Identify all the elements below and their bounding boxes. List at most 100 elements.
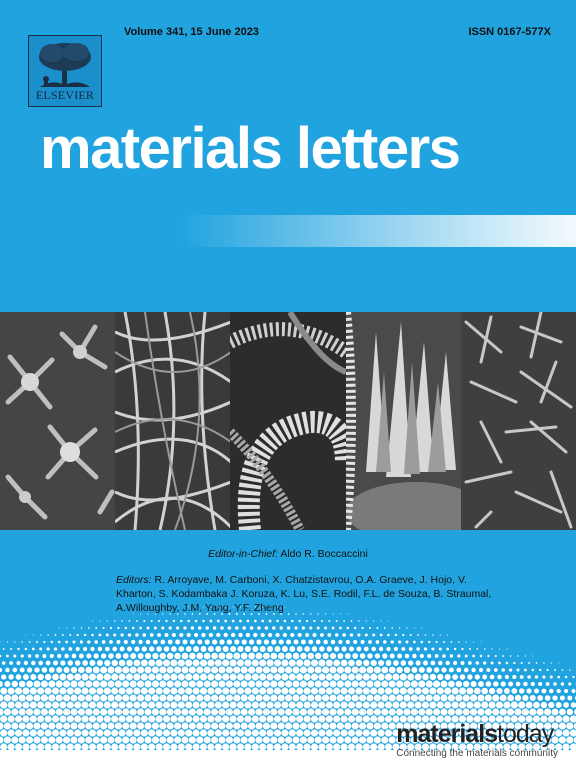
halftone-dot bbox=[140, 687, 148, 695]
halftone-dot bbox=[423, 647, 428, 651]
halftone-dot bbox=[524, 655, 526, 657]
halftone-dot bbox=[140, 729, 148, 737]
halftone-dot bbox=[37, 743, 45, 751]
halftone-dot bbox=[470, 736, 478, 744]
halftone-dot bbox=[281, 715, 289, 723]
halftone-dot bbox=[155, 687, 163, 695]
halftone-dot bbox=[107, 722, 115, 730]
halftone-dot bbox=[569, 743, 576, 751]
halftone-dot bbox=[377, 701, 385, 709]
halftone-dot bbox=[566, 708, 574, 716]
halftone-dot bbox=[573, 736, 576, 744]
halftone-dot bbox=[277, 694, 285, 702]
halftone-dot bbox=[364, 633, 368, 637]
halftone-dot bbox=[68, 647, 73, 651]
halftone-dot bbox=[353, 626, 357, 630]
halftone-dot bbox=[557, 675, 561, 679]
halftone-dot bbox=[11, 722, 19, 730]
halftone-dot bbox=[184, 613, 186, 615]
halftone-dot bbox=[192, 659, 200, 667]
halftone-dot bbox=[451, 687, 459, 695]
halftone-dot bbox=[303, 729, 311, 737]
halftone-dot bbox=[314, 708, 322, 716]
halftone-dot bbox=[116, 640, 121, 644]
halftone-dot bbox=[74, 687, 82, 695]
halftone-dot bbox=[66, 743, 74, 751]
halftone-dot bbox=[418, 680, 426, 688]
halftone-dot bbox=[100, 722, 108, 730]
halftone-dot bbox=[77, 694, 85, 702]
halftone-dot bbox=[322, 722, 330, 730]
halftone-dot bbox=[359, 653, 366, 659]
halftone-dot bbox=[452, 674, 459, 680]
halftone-dot bbox=[459, 674, 466, 680]
halftone-dot bbox=[495, 743, 504, 751]
halftone-dot bbox=[351, 680, 359, 688]
halftone-dot bbox=[0, 729, 8, 737]
halftone-dot bbox=[448, 680, 455, 688]
halftone-dot bbox=[96, 729, 104, 737]
halftone-dot bbox=[288, 701, 296, 709]
halftone-dot bbox=[127, 633, 132, 637]
halftone-dot bbox=[214, 715, 222, 723]
halftone-dot bbox=[103, 673, 111, 681]
halftone-dot bbox=[318, 687, 326, 695]
halftone-dot bbox=[503, 688, 510, 694]
halftone-dot bbox=[0, 715, 8, 723]
halftone-dot bbox=[503, 729, 511, 737]
halftone-dot bbox=[111, 729, 119, 737]
halftone-dot bbox=[0, 687, 8, 695]
halftone-dot bbox=[484, 736, 492, 744]
halftone-dot bbox=[144, 666, 152, 674]
halftone-dot bbox=[33, 708, 41, 716]
halftone-dot bbox=[170, 687, 178, 695]
halftone-dot bbox=[159, 708, 167, 716]
halftone-dot bbox=[359, 708, 367, 716]
halftone-dot bbox=[366, 666, 374, 674]
halftone-dot bbox=[255, 708, 263, 716]
halftone-dot bbox=[277, 708, 285, 716]
halftone-dot bbox=[451, 715, 459, 723]
halftone-dot bbox=[338, 639, 343, 645]
halftone-dot bbox=[296, 715, 304, 723]
halftone-dot bbox=[190, 626, 195, 630]
halftone-dot bbox=[181, 666, 189, 674]
halftone-dot bbox=[155, 743, 163, 751]
halftone-dot bbox=[540, 743, 548, 751]
halftone-dot bbox=[118, 659, 126, 667]
halftone-dot bbox=[203, 652, 211, 660]
halftone-dot bbox=[212, 626, 217, 630]
halftone-dot bbox=[545, 682, 550, 686]
halftone-dot bbox=[92, 666, 100, 674]
halftone-dot bbox=[504, 674, 510, 680]
halftone-dot bbox=[458, 687, 467, 695]
halftone-dot bbox=[331, 626, 335, 630]
halftone-dot bbox=[478, 667, 484, 673]
halftone-dot bbox=[211, 708, 219, 716]
halftone-dot bbox=[320, 619, 323, 623]
halftone-dot bbox=[44, 743, 52, 751]
halftone-dot bbox=[240, 652, 248, 660]
halftone-dot bbox=[310, 613, 312, 615]
halftone-dot bbox=[198, 613, 201, 615]
halftone-dot bbox=[379, 633, 383, 637]
halftone-dot bbox=[355, 715, 363, 723]
halftone-dot bbox=[29, 743, 37, 751]
halftone-dot bbox=[385, 660, 392, 666]
halftone-dot bbox=[166, 652, 174, 660]
halftone-dot bbox=[399, 729, 407, 737]
halftone-dot bbox=[185, 687, 193, 695]
halftone-dot bbox=[92, 680, 100, 688]
halftone-dot bbox=[473, 687, 481, 695]
halftone-dot bbox=[410, 736, 418, 744]
halftone-dot bbox=[384, 729, 393, 737]
halftone-dot bbox=[488, 701, 496, 709]
halftone-dot bbox=[22, 674, 29, 680]
halftone-dot bbox=[556, 688, 561, 694]
halftone-dot bbox=[12, 667, 18, 673]
halftone-dot bbox=[313, 619, 316, 623]
halftone-dot bbox=[148, 715, 156, 723]
halftone-dot bbox=[133, 701, 141, 709]
halftone-dot bbox=[315, 639, 321, 645]
halftone-dot bbox=[114, 680, 122, 688]
